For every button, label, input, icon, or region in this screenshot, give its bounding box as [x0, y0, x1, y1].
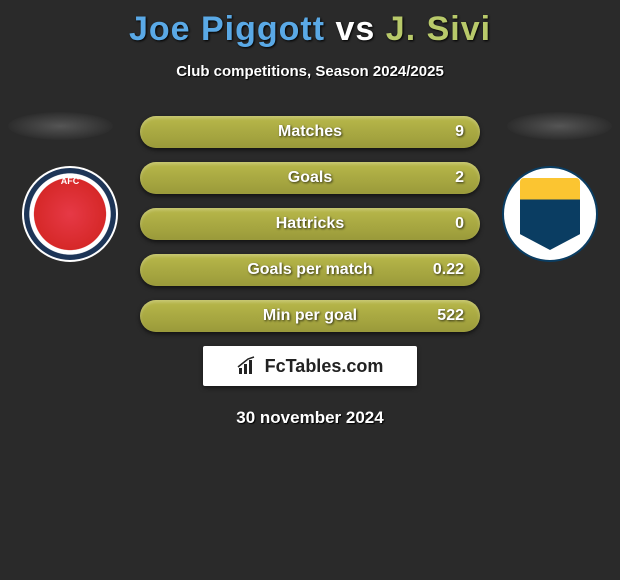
brand-box[interactable]: FcTables.com — [203, 346, 417, 386]
brand-text: FcTables.com — [265, 356, 384, 377]
stat-label: Min per goal — [263, 307, 357, 325]
comparison-title: Joe Piggott vs J. Sivi — [0, 0, 620, 49]
club-logo-right — [502, 166, 598, 262]
player1-name: Joe Piggott — [129, 10, 325, 48]
stat-row-goals-per-match: Goals per match 0.22 — [140, 254, 480, 286]
stat-value: 2 — [455, 169, 464, 187]
stat-value: 0 — [455, 215, 464, 233]
stat-rows: Matches 9 Goals 2 Hattricks 0 Goals per … — [140, 116, 480, 332]
vs-text: vs — [336, 10, 376, 48]
stat-label: Matches — [278, 123, 342, 141]
stat-value: 522 — [437, 307, 464, 325]
stat-row-matches: Matches 9 — [140, 116, 480, 148]
subtitle: Club competitions, Season 2024/2025 — [0, 63, 620, 80]
stat-value: 9 — [455, 123, 464, 141]
club-logo-left — [22, 166, 118, 262]
player1-oval — [8, 112, 113, 140]
stat-label: Goals — [288, 169, 332, 187]
player2-oval — [507, 112, 612, 140]
stat-value: 0.22 — [433, 261, 464, 279]
stat-label: Hattricks — [276, 215, 344, 233]
player2-name: J. Sivi — [386, 10, 491, 48]
stat-row-goals: Goals 2 — [140, 162, 480, 194]
content-area: Matches 9 Goals 2 Hattricks 0 Goals per … — [0, 116, 620, 428]
bar-chart-icon — [237, 356, 259, 376]
stat-label: Goals per match — [247, 261, 372, 279]
stat-row-min-per-goal: Min per goal 522 — [140, 300, 480, 332]
stat-row-hattricks: Hattricks 0 — [140, 208, 480, 240]
date-text: 30 november 2024 — [0, 408, 620, 428]
